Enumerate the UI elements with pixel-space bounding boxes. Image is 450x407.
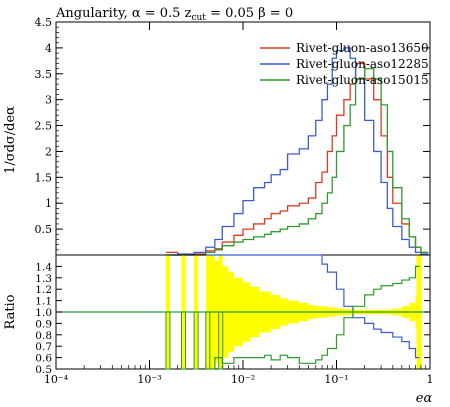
upper-ytick-label: 4 bbox=[45, 42, 52, 55]
upper-panel: 0.5 1 1.5 2 2.5 3 3.5 4 4.5 1/σdσ/deα Rivet-gluon-… bbox=[3, 16, 431, 256]
ratio-ytick-label: 1.0 bbox=[35, 307, 52, 319]
ratio-xtick-label: 10⁻² bbox=[231, 373, 255, 386]
ratio-spike bbox=[218, 311, 224, 370]
ratio-xtick-label: 10⁻³ bbox=[137, 373, 161, 386]
ratio-ytick-label: 1.4 bbox=[35, 261, 52, 273]
series-line-Rivet-gluon-aso12285 bbox=[165, 47, 429, 256]
ratio-series-Rivet-gluon-aso12285 bbox=[205, 254, 420, 359]
upper-ytick-label: 2.5 bbox=[35, 120, 53, 133]
upper-ylabel: 1/σdσ/deα bbox=[3, 106, 18, 174]
ratio-spike bbox=[165, 311, 171, 370]
x-axis-label: eα bbox=[416, 391, 433, 406]
ratio-panel: 0.50.60.70.80.91.01.11.21.31.4 10⁻⁴ 10⁻³ 10… bbox=[3, 254, 434, 406]
ratio-xtick-label: 10⁻⁴ bbox=[44, 373, 69, 386]
ratio-xtick-label: 10⁻¹ bbox=[324, 373, 348, 386]
ratio-ylabel: Ratio bbox=[3, 294, 18, 329]
ratio-xtick-label: 1 bbox=[427, 373, 434, 386]
legend-entry: Rivet-gluon-aso15015 bbox=[296, 73, 429, 87]
upper-ytick-label: 0.5 bbox=[35, 223, 53, 236]
series-line-Rivet-gluon-aso13650 bbox=[165, 62, 429, 256]
ratio-ytick-label: 0.9 bbox=[35, 318, 52, 330]
ratio-ytick-label: 0.6 bbox=[35, 353, 52, 365]
ratio-ytick-label: 0.8 bbox=[35, 330, 52, 342]
upper-ytick-label: 3 bbox=[45, 94, 52, 107]
ratio-spike bbox=[181, 311, 187, 370]
ratio-ytick-label: 1.3 bbox=[35, 273, 52, 285]
ratio-ytick-label: 0.7 bbox=[35, 341, 52, 353]
series-line-Rivet-gluon-aso15015 bbox=[165, 67, 429, 256]
upper-ytick-label: 3.5 bbox=[35, 68, 53, 81]
ratio-ytick-label: 1.1 bbox=[35, 296, 52, 308]
ratio-ytick-label: 1.2 bbox=[35, 284, 52, 296]
ratio-spike bbox=[205, 311, 211, 370]
ratio-ytick-label: 0.5 bbox=[35, 364, 52, 376]
ratio-series-Rivet-gluon-aso15015 bbox=[205, 265, 420, 370]
upper-ytick-label: 2 bbox=[45, 145, 52, 158]
upper-ytick-label: 1.5 bbox=[35, 171, 53, 184]
upper-ytick-label: 1 bbox=[45, 197, 52, 210]
legend-entry: Rivet-gluon-aso12285 bbox=[296, 57, 429, 71]
legend-entry: Rivet-gluon-aso13650 bbox=[296, 41, 429, 55]
upper-ytick-label: 4.5 bbox=[35, 16, 53, 29]
ratio-spike bbox=[193, 311, 199, 370]
chart-title: Angularity, α = 0.5 zcut = 0.05 β = 0 bbox=[55, 6, 293, 23]
